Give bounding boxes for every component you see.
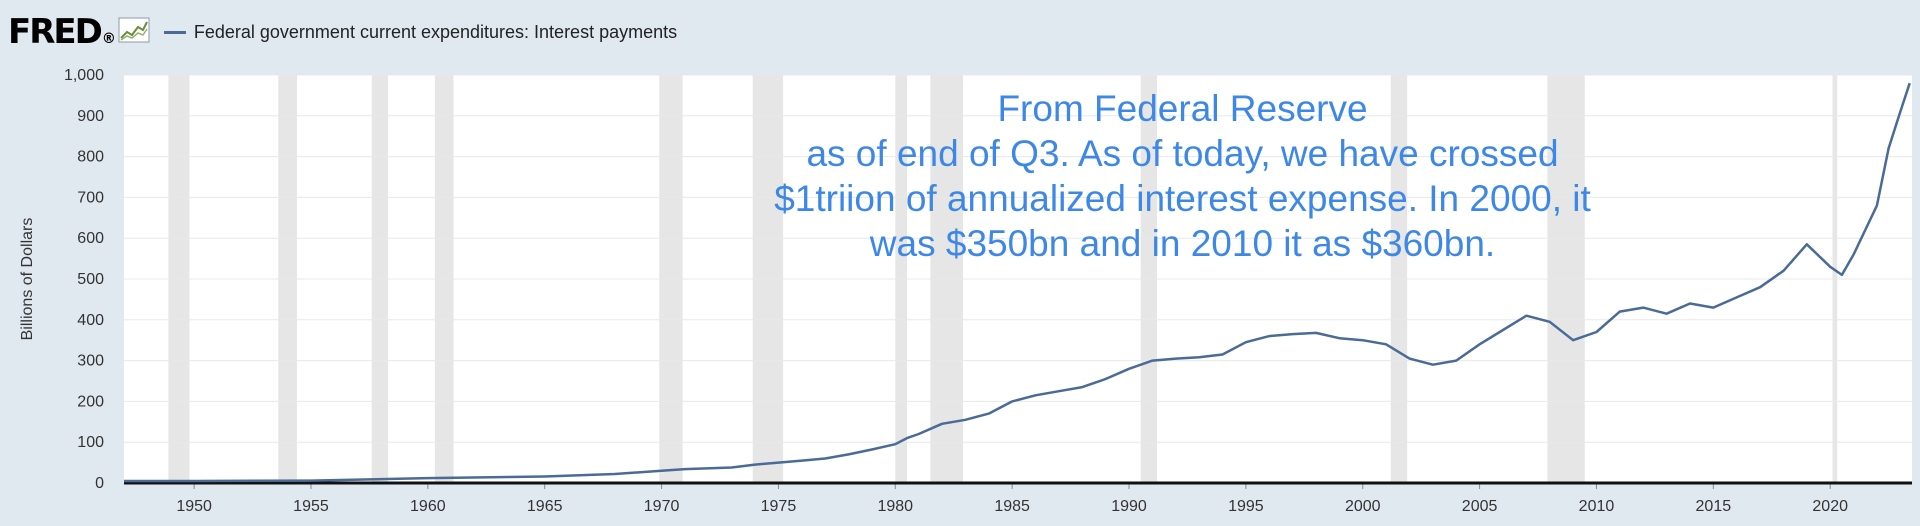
x-tick-label: 1995: [1228, 498, 1264, 515]
fred-logo[interactable]: FRED®: [8, 12, 116, 52]
chart-annotation: From Federal Reserve as of end of Q3. As …: [725, 86, 1640, 266]
x-tick-label: 1985: [994, 498, 1030, 515]
y-tick-label: 0: [95, 475, 104, 492]
x-tick-label: 1955: [293, 498, 329, 515]
annotation-line: $1triion of annualized interest expense.…: [774, 178, 1591, 219]
x-tick-label: 1970: [644, 498, 680, 515]
y-tick-label: 1,000: [64, 67, 104, 84]
series-line: [124, 82, 1911, 483]
y-tick-label: 100: [77, 434, 104, 451]
x-tick-label: 2015: [1696, 498, 1732, 515]
annotation-line: From Federal Reserve: [997, 88, 1368, 129]
y-tick-label: 800: [77, 149, 104, 166]
y-tick-label: 700: [77, 189, 104, 206]
x-tick-label: 2005: [1462, 498, 1498, 515]
fred-logo-text: FRED: [8, 12, 103, 52]
line-graph-icon: [118, 17, 150, 48]
annotation-line: was $350bn and in 2010 it as $360bn.: [869, 223, 1496, 264]
annotation-line: as of end of Q3. As of today, we have cr…: [806, 133, 1559, 174]
y-axis-label: Billions of Dollars: [19, 218, 36, 341]
legend[interactable]: Federal government current expenditures:…: [163, 21, 678, 43]
y-tick-label: 500: [77, 271, 104, 288]
y-tick-label: 300: [77, 353, 104, 370]
x-tick-label: 1975: [761, 498, 797, 515]
chart-header: FRED® Federal government current expendi…: [8, 12, 677, 52]
y-tick-label: 600: [77, 230, 104, 247]
registered-mark: ®: [101, 31, 116, 47]
y-tick-label: 200: [77, 393, 104, 410]
x-tick-label: 1965: [527, 498, 563, 515]
legend-label: Federal government current expenditures:…: [193, 21, 678, 42]
x-tick-label: 2000: [1345, 498, 1381, 515]
x-tick-label: 1960: [410, 498, 446, 515]
legend-swatch: [163, 30, 186, 34]
x-tick-label: 1980: [877, 498, 913, 515]
x-tick-label: 1950: [176, 498, 212, 515]
x-tick-label: 2020: [1812, 498, 1848, 515]
x-tick-label: 1990: [1111, 498, 1147, 515]
y-tick-label: 900: [77, 108, 104, 125]
y-tick-label: 400: [77, 312, 104, 329]
x-tick-label: 2010: [1579, 498, 1615, 515]
